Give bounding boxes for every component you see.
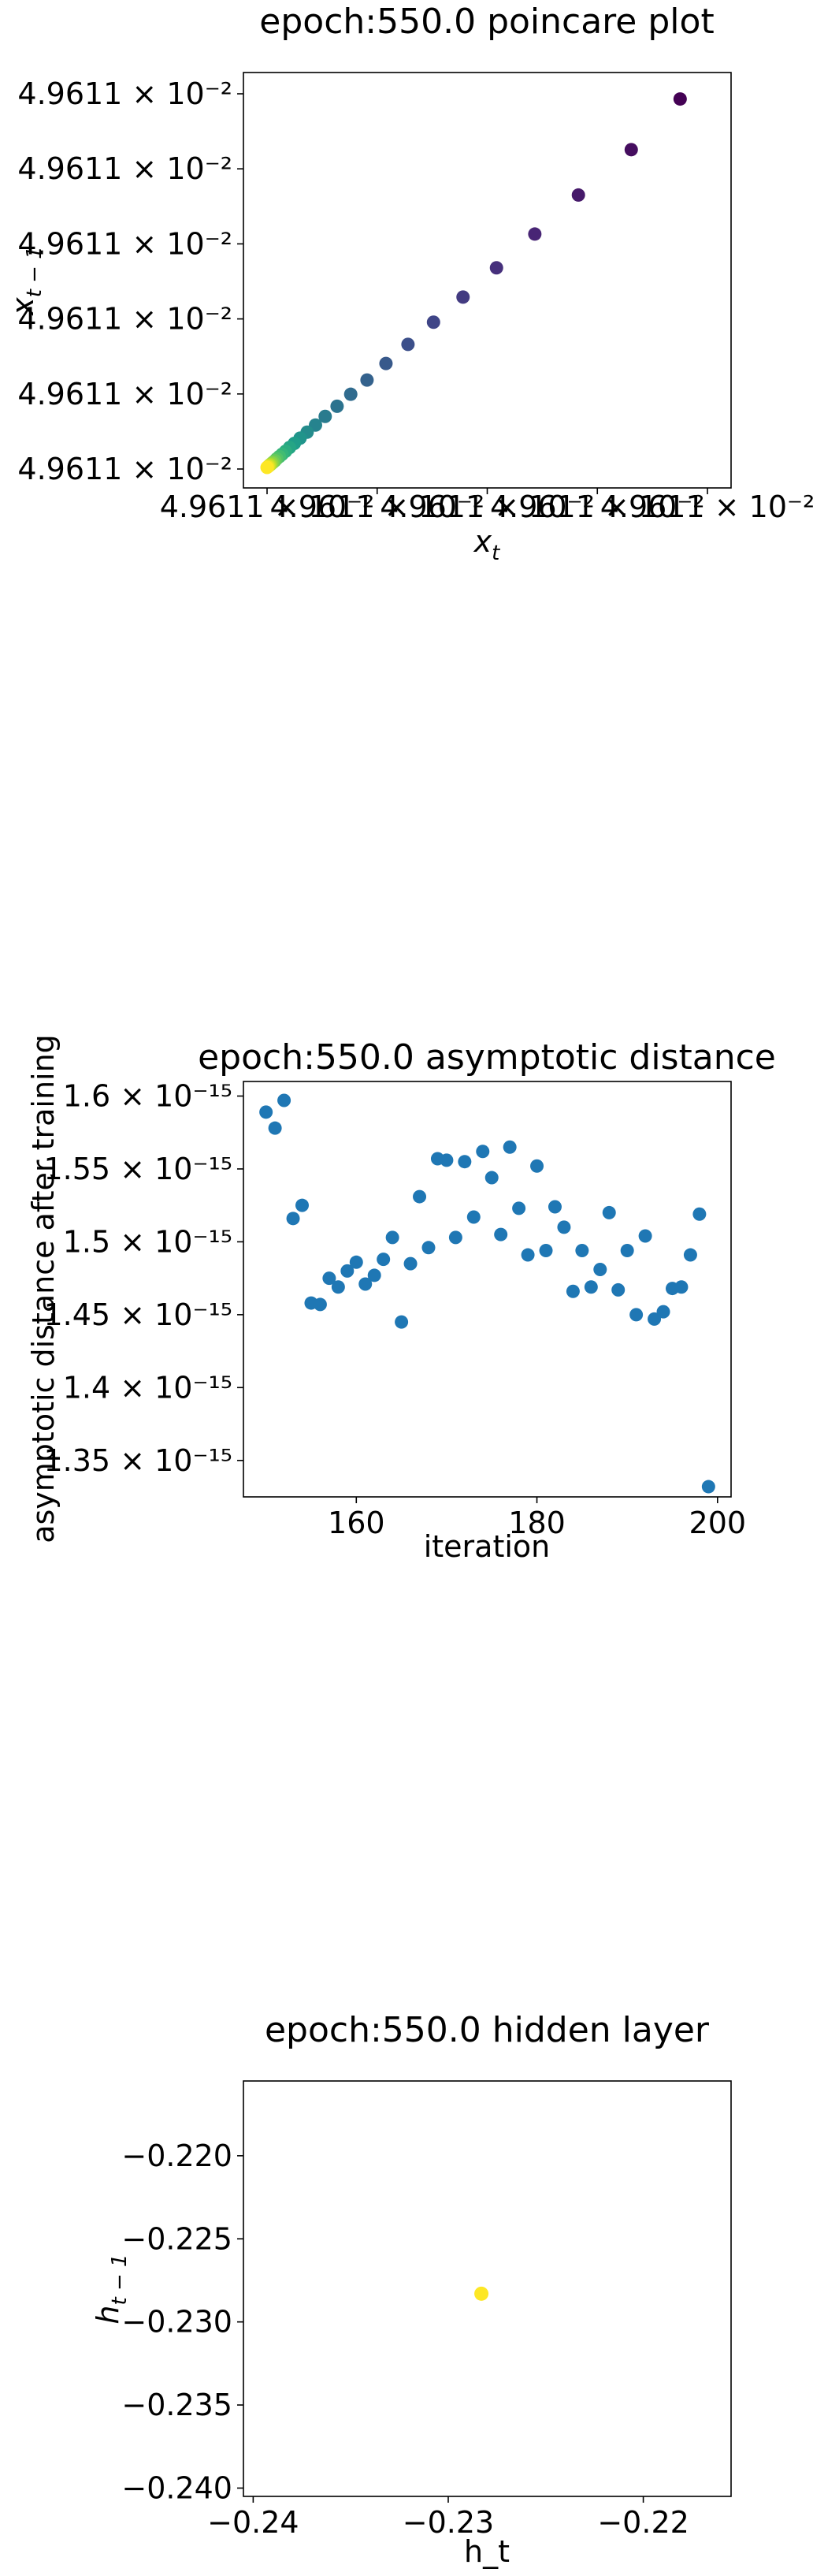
poincare-y-tick-label: 4.9611 × 10⁻² (17, 226, 232, 261)
asymptotic-point (621, 1244, 634, 1257)
asymptotic-point (332, 1280, 345, 1294)
asymptotic-point (269, 1122, 282, 1135)
hidden-x-tick-label: −0.24 (207, 2505, 299, 2540)
poincare-point (427, 315, 440, 329)
hidden-y-tick-label: −0.225 (121, 2221, 232, 2256)
asymptotic-point (629, 1308, 643, 1321)
hidden-layer-title: epoch:550.0 hidden layer (265, 2010, 710, 2050)
poincare-y-tick-label: 4.9611 × 10⁻² (17, 377, 232, 411)
asymptotic-point (566, 1285, 580, 1298)
hidden-x-tick-label: −0.22 (597, 2505, 689, 2540)
asymptotic-y-tick-label: 1.55 × 10⁻¹⁵ (44, 1152, 233, 1186)
hidden-point (474, 2287, 488, 2301)
asymptotic-x-tick-label: 160 (328, 1506, 385, 1540)
hidden-points (474, 2287, 488, 2301)
hidden-x-ticks: −0.24 −0.23 −0.22 (207, 2496, 689, 2540)
asymptotic-point (476, 1145, 489, 1158)
asymptotic-point (413, 1190, 426, 1204)
asymptotic-y-tick-label: 1.4 × 10⁻¹⁵ (63, 1370, 232, 1405)
poincare-point (528, 227, 541, 240)
asymptotic-point (295, 1199, 309, 1212)
asymptotic-point (458, 1155, 471, 1168)
poincare-points (261, 92, 687, 474)
asymptotic-point (440, 1153, 453, 1167)
poincare-point (674, 92, 687, 106)
asymptotic-point (692, 1208, 706, 1221)
asymptotic-point (314, 1297, 327, 1311)
asymptotic-point (540, 1244, 553, 1257)
poincare-point (379, 357, 392, 370)
asymptotic-point (603, 1206, 616, 1219)
asymptotic-point (557, 1220, 570, 1234)
asymptotic-point (639, 1230, 652, 1243)
asymptotic-point (277, 1094, 291, 1107)
asymptotic-point (611, 1283, 625, 1297)
hidden-y-ticks: −0.220 −0.225 −0.230 −0.235 −0.240 (121, 2139, 243, 2506)
hidden-x-axis-label: h_t (464, 2534, 510, 2569)
asymptotic-distance-title: epoch:550.0 asymptotic distance (198, 1037, 776, 1078)
poincare-point (261, 461, 274, 475)
hidden-y-tick-label: −0.240 (121, 2470, 232, 2505)
asymptotic-point (404, 1257, 418, 1271)
poincare-point (572, 188, 585, 202)
asymptotic-point (530, 1160, 544, 1173)
asymptotic-point (674, 1280, 688, 1294)
poincare-y-tick-label: 4.9611 × 10⁻² (17, 452, 232, 486)
asymptotic-point (368, 1268, 381, 1282)
asymptotic-point (485, 1171, 499, 1185)
asymptotic-y-axis-label: asymptotic distance after training (26, 1034, 61, 1543)
asymptotic-point (684, 1249, 697, 1262)
poincare-point (625, 143, 638, 156)
asymptotic-point (386, 1230, 399, 1244)
hidden-y-tick-label: −0.235 (121, 2388, 232, 2422)
asymptotic-y-tick-label: 1.45 × 10⁻¹⁵ (44, 1297, 233, 1332)
asymptotic-point (350, 1256, 363, 1269)
poincare-point (456, 290, 470, 303)
poincare-point (401, 337, 414, 351)
asymptotic-y-tick-label: 1.6 × 10⁻¹⁵ (63, 1078, 232, 1113)
poincare-point (360, 374, 373, 387)
asymptotic-point (421, 1241, 435, 1254)
asymptotic-point (512, 1201, 525, 1215)
poincare-x-axis-label: xt (473, 524, 501, 565)
poincare-x-tick-label: 4.9611 × 10⁻² (600, 490, 813, 524)
poincare-y-tick-label: 4.9611 × 10⁻² (17, 151, 232, 186)
asymptotic-point (575, 1244, 588, 1257)
asymptotic-y-tick-label: 1.5 × 10⁻¹⁵ (63, 1224, 232, 1259)
poincare-x-ticks: 4.9611 × 10⁻²4.9611 × 10⁻²4.9611 × 10⁻²4… (160, 488, 813, 524)
asymptotic-point (702, 1480, 715, 1494)
hidden-layer-frame (243, 2081, 731, 2496)
poincare-y-tick-label: 4.9611 × 10⁻² (17, 302, 232, 337)
asymptotic-x-tick-label: 200 (689, 1506, 747, 1540)
poincare-point (490, 261, 503, 274)
asymptotic-point (585, 1280, 598, 1294)
asymptotic-point (503, 1141, 517, 1154)
asymptotic-point (259, 1105, 273, 1119)
asymptotic-point (522, 1249, 535, 1262)
asymptotic-distance-frame (243, 1081, 731, 1497)
hidden-layer-chart: epoch:550.0 hidden layer −0.220−0.225−0.… (0, 2002, 813, 2576)
poincare-plot-chart: epoch:550.0 poincare plot 4.9611 × 10⁻² 4… (0, 0, 813, 599)
hidden-y-tick-label: −0.230 (121, 2305, 232, 2340)
poincare-y-tick-label: 4.9611 × 10⁻² (17, 76, 232, 111)
poincare-point (330, 400, 343, 413)
asymptotic-point (467, 1210, 481, 1223)
asymptotic-y-ticks: 1.35 × 10⁻¹⁵ 1.4 × 10⁻¹⁵ 1.45 × 10⁻¹⁵ 1.5 ×… (44, 1078, 244, 1477)
asymptotic-point (593, 1263, 607, 1276)
hidden-y-tick-label: −0.220 (121, 2139, 232, 2173)
asymptotic-point (548, 1201, 562, 1214)
asymptotic-point (494, 1228, 507, 1241)
asymptotic-point (377, 1253, 390, 1266)
asymptotic-distance-chart: epoch:550.0 asymptotic distance 1.35 × 1… (0, 1025, 813, 1576)
asymptotic-point (449, 1230, 462, 1244)
asymptotic-points (259, 1094, 715, 1494)
poincare-point (344, 388, 358, 401)
asymptotic-point (287, 1212, 300, 1225)
poincare-y-ticks: 4.9611 × 10⁻² 4.9611 × 10⁻² 4.9611 × 10⁻² 4… (17, 76, 243, 486)
asymptotic-point (657, 1305, 670, 1319)
asymptotic-point (395, 1316, 408, 1329)
poincare-plot-title: epoch:550.0 poincare plot (259, 2, 714, 42)
asymptotic-y-tick-label: 1.35 × 10⁻¹⁵ (44, 1443, 233, 1478)
asymptotic-x-axis-label: iteration (424, 1529, 551, 1564)
